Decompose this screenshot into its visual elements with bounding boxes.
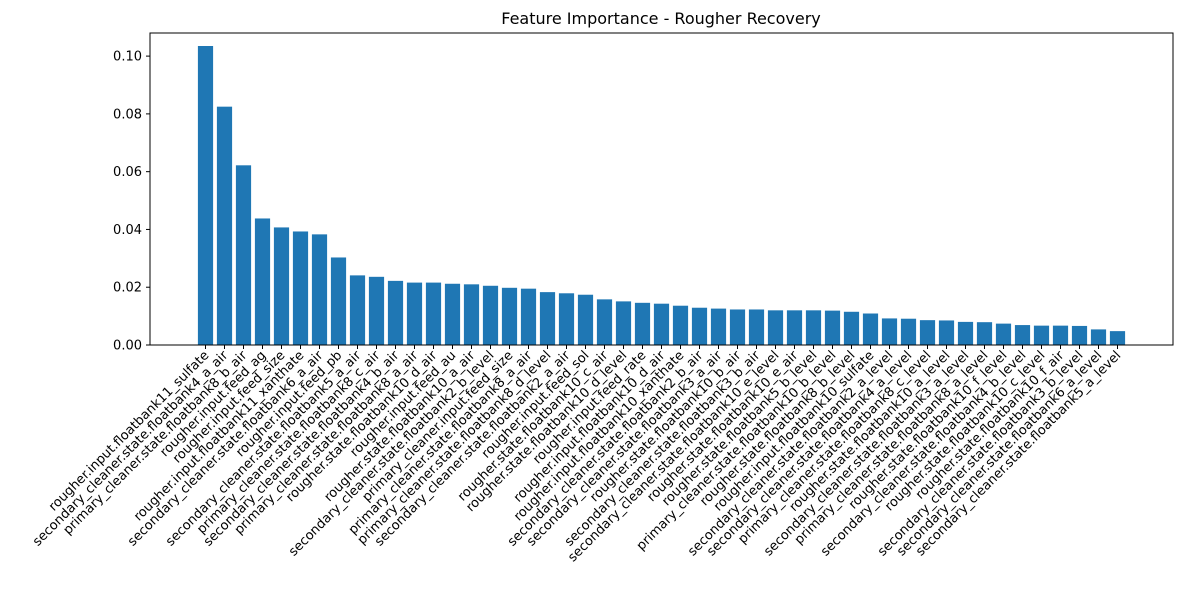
bar — [501, 287, 518, 345]
bar — [1071, 325, 1088, 345]
chart-title: Feature Importance - Rougher Recovery — [501, 9, 821, 28]
bar — [805, 310, 822, 345]
bar — [615, 301, 632, 345]
bar — [957, 321, 974, 345]
bar — [1052, 325, 1069, 345]
bar — [292, 231, 309, 345]
bar — [1014, 325, 1031, 345]
bar — [653, 303, 670, 345]
bar — [197, 46, 214, 345]
bar — [862, 313, 879, 345]
bar — [558, 293, 575, 345]
y-axis: 0.00 0.02 0.04 0.06 0.08 0.10 — [113, 50, 150, 354]
bar — [634, 302, 651, 345]
bar — [254, 218, 271, 345]
bar — [881, 318, 898, 345]
bar — [596, 299, 613, 345]
bars-group — [197, 46, 1126, 345]
y-tick-label: 0.08 — [113, 107, 142, 122]
bar — [387, 280, 404, 345]
bar — [938, 320, 955, 345]
bar — [235, 165, 252, 345]
y-tick-label: 0.04 — [113, 223, 142, 238]
bar — [482, 285, 499, 345]
bar — [843, 311, 860, 345]
y-tick-label: 0.02 — [113, 281, 142, 296]
bar — [919, 320, 936, 345]
bar — [748, 309, 765, 345]
bar — [1090, 329, 1107, 345]
y-tick-label: 0.10 — [113, 50, 142, 65]
bar — [900, 318, 917, 345]
bar — [216, 106, 233, 345]
bar — [520, 288, 537, 345]
bar — [425, 282, 442, 345]
bar — [1109, 331, 1126, 345]
bar — [691, 307, 708, 345]
bar — [330, 257, 347, 345]
bar — [577, 294, 594, 345]
bar — [710, 308, 727, 345]
bar — [273, 227, 290, 345]
bar — [406, 282, 423, 345]
bar — [444, 283, 461, 345]
x-axis: rougher.input.floatbank11_sulfateseconda… — [30, 345, 1124, 565]
bar — [995, 323, 1012, 345]
bar — [729, 309, 746, 345]
plot-frame — [149, 32, 1174, 346]
y-tick-label: 0.00 — [113, 339, 142, 354]
y-tick-label: 0.06 — [113, 165, 142, 180]
bar — [672, 305, 689, 345]
bar — [368, 276, 385, 345]
bar — [539, 292, 556, 345]
bar — [824, 310, 841, 345]
bar — [976, 322, 993, 345]
bar — [1033, 325, 1050, 345]
bar — [767, 310, 784, 345]
bar — [786, 310, 803, 345]
bar — [311, 234, 328, 345]
bar — [349, 275, 366, 345]
bar — [463, 284, 480, 345]
